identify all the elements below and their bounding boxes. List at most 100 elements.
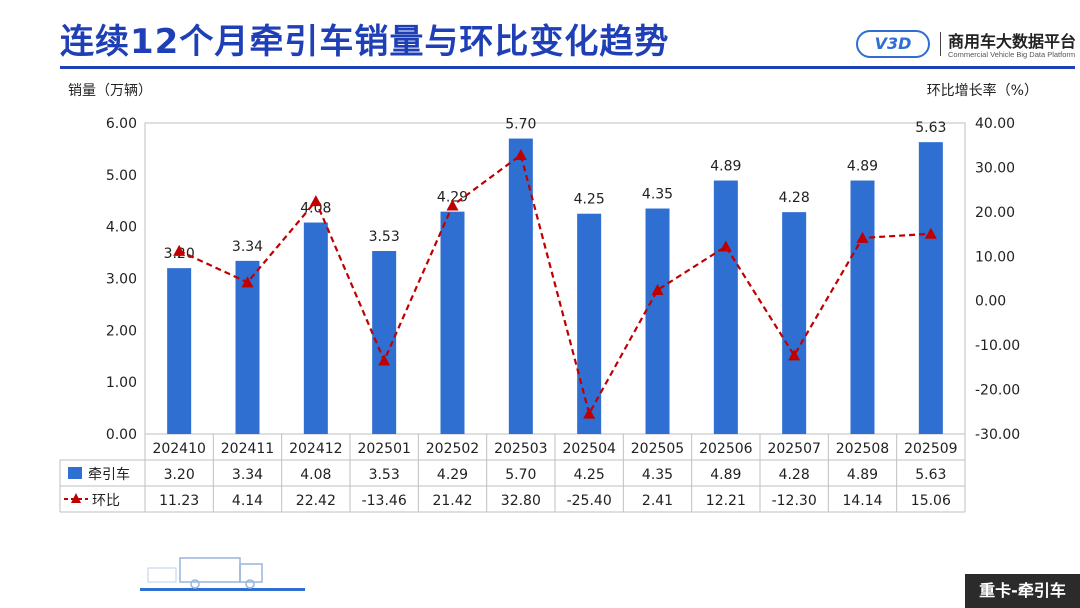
left-tick-label: 1.00 [106,375,137,391]
mom-marker-202508 [856,231,869,243]
x-tick-label: 202412 [289,441,342,457]
x-tick-label: 202508 [836,441,889,457]
x-tick-label: 202503 [494,441,547,457]
right-tick-label: -20.00 [975,383,1020,399]
truck-decoration-icon [140,557,305,591]
mom-marker-202501 [378,354,391,366]
mom-marker-202502 [446,199,459,211]
left-tick-label: 4.00 [106,220,137,236]
table-sales-value: 4.28 [779,467,810,483]
table-sales-value: 4.25 [574,467,605,483]
mom-marker-202411 [241,276,254,288]
table-mom-value: -13.46 [362,493,407,509]
bar-data-label: 3.53 [369,229,400,245]
table-sales-value: 3.53 [369,467,400,483]
table-mom-value: 11.23 [159,493,199,509]
right-tick-label: -30.00 [975,427,1020,443]
x-tick-label: 202501 [357,441,410,457]
x-tick-label: 202509 [904,441,957,457]
v3d-logo-icon: V3D [856,30,930,58]
mom-marker-202504 [583,407,596,419]
bar-202503 [508,138,533,435]
logo-name: 商用车大数据平台 [948,32,1077,51]
right-tick-label: -10.00 [975,338,1020,354]
x-tick-label: 202505 [631,441,684,457]
page-title: 连续12个月牵引车销量与环比变化趋势 [60,22,670,62]
table-sales-value: 4.29 [437,467,468,483]
logo-subtitle: Commercial Vehicle Big Data Platform [948,50,1076,59]
x-tick-label: 202502 [426,441,479,457]
bar-data-label: 4.89 [710,159,741,175]
bar-202411 [235,260,260,434]
table-sales-value: 4.89 [847,467,878,483]
mom-marker-202503 [514,148,527,160]
table-mom-value: 21.42 [432,493,472,509]
table-mom-value: 15.06 [911,493,951,509]
table-sales-value: 5.63 [915,467,946,483]
bar-data-label: 4.29 [437,190,468,206]
table-mom-value: -25.40 [567,493,612,509]
bar-202410 [167,268,192,434]
table-sales-value: 4.89 [710,467,741,483]
right-tick-label: 0.00 [975,294,1006,310]
table-mom-value: 14.14 [842,493,882,509]
bar-202507 [782,212,807,434]
bar-data-label: 4.08 [300,201,331,217]
bar-data-label: 5.63 [915,120,946,136]
bar-data-label: 4.35 [642,187,673,203]
legend-line-label: 环比 [92,493,120,509]
mom-marker-202507 [788,349,801,361]
right-tick-label: 20.00 [975,205,1015,221]
right-tick-label: 40.00 [975,116,1015,132]
left-tick-label: 0.00 [106,427,137,443]
left-tick-label: 5.00 [106,168,137,184]
left-axis-label: 销量（万辆） [68,83,152,99]
table-mom-value: 22.42 [296,493,336,509]
bar-202506 [713,180,738,434]
left-tick-label: 2.00 [106,323,137,339]
mom-marker-202410 [173,244,186,256]
table-sales-value: 3.20 [164,467,195,483]
right-tick-label: 30.00 [975,160,1015,176]
bar-data-label: 4.89 [847,159,878,175]
plot-area [144,122,966,435]
title-divider [60,66,1075,69]
bar-202412 [303,222,328,434]
table-mom-value: 4.14 [232,493,263,509]
legend-line-marker [71,493,81,503]
table-sales-value: 3.34 [232,467,263,483]
bar-data-label: 3.34 [232,239,263,255]
bar-202509 [918,142,943,434]
platform-logo: V3D 商用车大数据平台 Commercial Vehicle Big Data… [848,24,1080,64]
bar-data-label: 4.25 [574,192,605,208]
x-tick-label: 202410 [152,441,205,457]
category-tag: 重卡-牵引车 [965,574,1080,608]
table-sales-value: 4.08 [300,467,331,483]
right-tick-label: 10.00 [975,249,1015,265]
table-mom-value: 12.21 [706,493,746,509]
mom-marker-202506 [719,240,732,252]
mom-marker-202412 [309,195,322,207]
mom-growth-line [178,153,931,417]
bar-data-label: 4.28 [779,190,810,206]
bar-202504 [577,213,602,434]
logo-divider [940,32,941,56]
mom-marker-202505 [651,284,664,296]
table-mom-value: 2.41 [642,493,673,509]
left-tick-label: 6.00 [106,116,137,132]
table-sales-value: 4.35 [642,467,673,483]
x-tick-label: 202506 [699,441,753,457]
left-tick-label: 3.00 [106,272,137,288]
x-tick-label: 202504 [562,441,616,457]
table-mom-value: -12.30 [772,493,817,509]
mom-marker-202509 [924,227,937,239]
legend-bar-swatch [68,467,82,479]
bar-202505 [645,208,670,434]
bar-data-label: 5.70 [505,117,536,133]
table-sales-value: 5.70 [505,467,536,483]
table-mom-value: 32.80 [501,493,541,509]
x-tick-label: 202411 [221,441,274,457]
bar-202502 [440,211,465,434]
right-axis-label: 环比增长率（%） [926,83,1038,99]
